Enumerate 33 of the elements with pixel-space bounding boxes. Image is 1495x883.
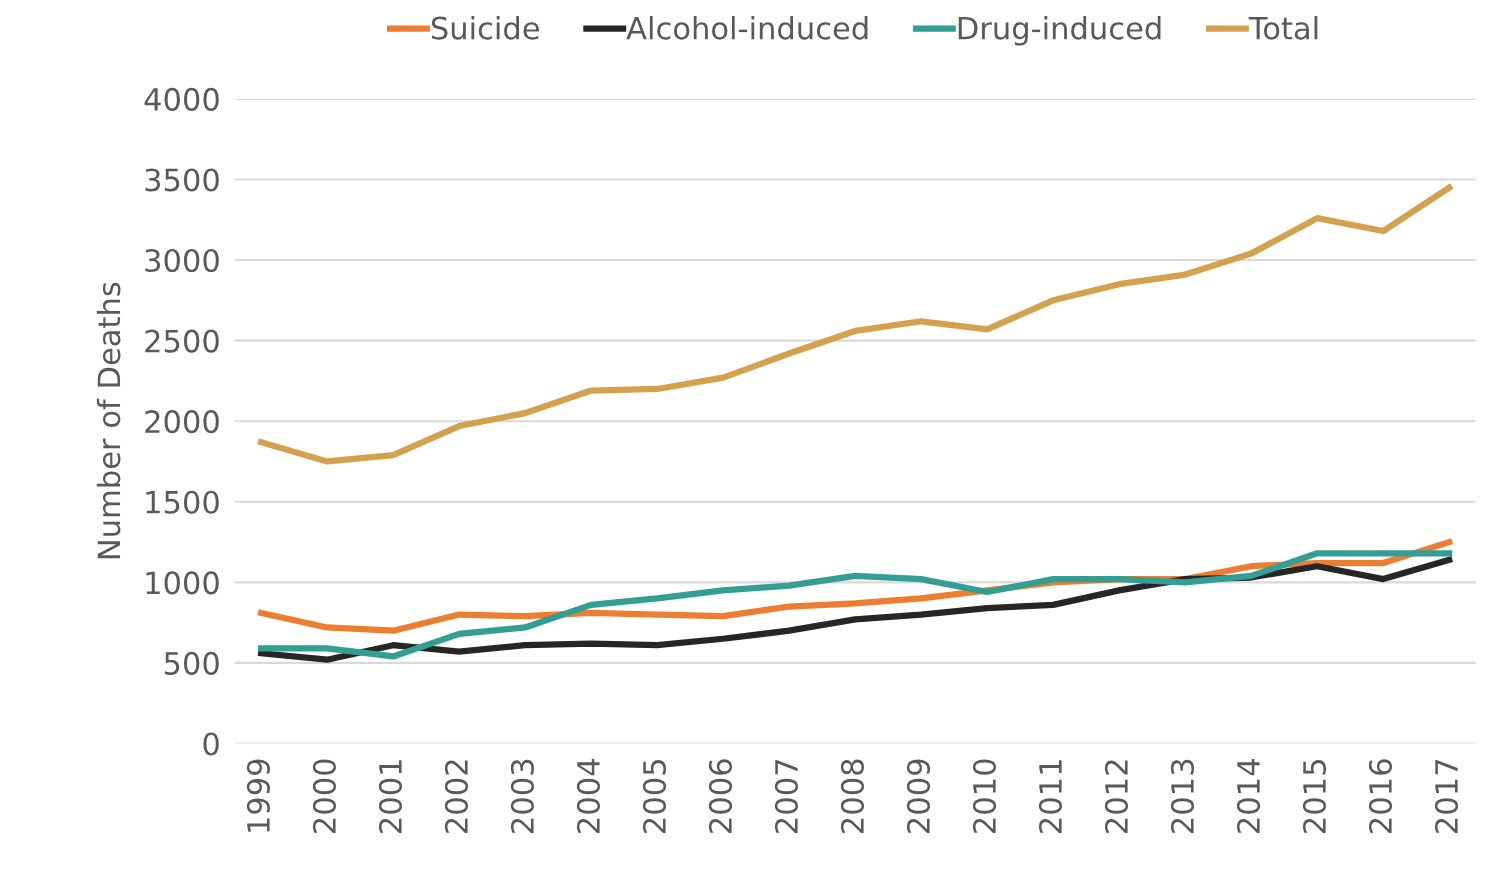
x-tick-label: 2009 xyxy=(906,759,931,833)
y-tick-label: 500 xyxy=(164,651,219,675)
y-tick-label: 2000 xyxy=(145,410,219,434)
x-tick-label: 2002 xyxy=(444,760,468,833)
y-axis-title: Number of Deaths xyxy=(96,282,121,559)
x-tick-label: 2005 xyxy=(642,760,666,833)
y-tick-label: 4000 xyxy=(144,87,219,111)
x-tick-label: 2004 xyxy=(576,759,600,833)
x-tick-label: 1999 xyxy=(246,759,270,832)
x-tick-label: 2017 xyxy=(1434,759,1459,833)
y-tick-label: 1000 xyxy=(146,571,219,595)
legend-label: Alcohol-induced xyxy=(626,16,868,40)
x-tick-label: 2012 xyxy=(1104,760,1129,833)
y-tick-label: 0 xyxy=(203,732,219,756)
legend-label: Total xyxy=(1248,16,1318,40)
y-tick-label: 3000 xyxy=(145,248,219,273)
x-tick-label: 2013 xyxy=(1170,759,1195,833)
x-tick-label: 2014 xyxy=(1236,759,1261,833)
x-tick-label: 2010 xyxy=(972,759,997,833)
x-tick-label: 2006 xyxy=(708,759,732,833)
legend-label: Drug-induced xyxy=(958,16,1161,46)
y-tick-label: 3500 xyxy=(145,168,219,192)
y-tick-label: 1500 xyxy=(146,490,219,514)
x-tick-label: 2003 xyxy=(510,759,534,833)
x-tick-label: 2011 xyxy=(1038,760,1063,833)
x-tick-label: 2007 xyxy=(774,759,798,833)
y-tick-label: 2500 xyxy=(145,329,219,353)
x-tick-label: 2016 xyxy=(1368,759,1393,833)
x-tick-label: 2015 xyxy=(1302,760,1327,833)
x-tick-label: 2008 xyxy=(840,759,865,833)
x-tick-label: 2000 xyxy=(312,759,336,833)
legend-label: Suicide xyxy=(431,16,539,40)
x-tick-label: 2001 xyxy=(378,760,402,833)
